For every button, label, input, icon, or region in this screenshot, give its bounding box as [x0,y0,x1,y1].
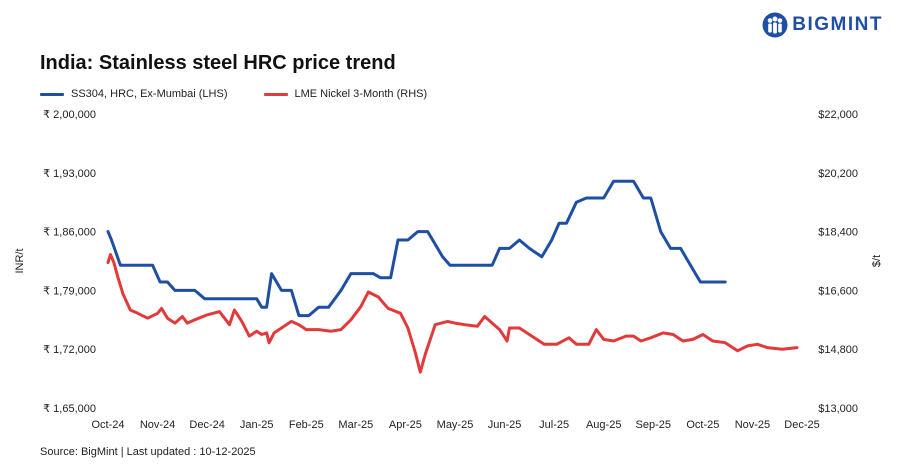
brand-logo: BIGMINT [762,12,883,38]
y-right-tick-label: $14,800 [818,344,858,356]
y-left-tick-label: ₹ 2,00,000 [43,109,96,121]
y-left-tick-label: ₹ 1,93,000 [43,168,96,180]
x-tick-label: May-25 [437,419,474,431]
chart-legend: SS304, HRC, Ex-Mumbai (LHS) LME Nickel 3… [40,88,427,100]
y-right-axis: $13,000 $14,800 $16,600 $18,400 $20,200 $22,0… [818,109,858,415]
x-tick-label: Jan-25 [240,419,274,431]
x-tick-label: Apr-25 [389,419,422,431]
y-right-tick-label: $16,600 [818,285,858,297]
y-right-tick-label: $20,200 [818,168,858,180]
legend-label-nickel: LME Nickel 3-Month (RHS) [294,88,428,100]
x-tick-label: Jul-25 [539,419,569,431]
legend-swatch-nickel [263,92,288,96]
x-tick-label: Oct-24 [91,419,124,431]
source-note: Source: BigMint | Last updated : 10-12-2… [40,446,256,458]
x-tick-label: Oct-25 [686,419,719,431]
y-left-tick-label: ₹ 1,65,000 [43,403,96,415]
people-logo-icon [762,12,788,38]
y-right-tick-label: $13,000 [818,403,858,415]
x-tick-label: Dec-25 [784,419,819,431]
y-left-tick-label: ₹ 1,86,000 [43,227,96,239]
x-tick-label: Feb-25 [289,419,324,431]
x-tick-label: Jun-25 [488,419,522,431]
chart-title: India: Stainless steel HRC price trend [40,52,396,74]
brand-name: BIGMINT [792,14,883,35]
legend-item-ss304: SS304, HRC, Ex-Mumbai (LHS) [40,88,228,100]
y-left-axis: ₹ 1,65,000 ₹ 1,72,000 ₹ 1,79,000 ₹ 1,86,000… [43,109,96,415]
y-right-tick-label: $18,400 [818,227,858,239]
x-tick-label: Sep-25 [636,419,671,431]
y-left-tick-label: ₹ 1,72,000 [43,344,96,356]
x-tick-label: Nov-25 [735,419,770,431]
x-tick-label: Nov-24 [140,419,175,431]
series-line-ss304 [106,179,727,318]
y-right-tick-label: $22,000 [818,109,858,121]
chart-series [106,179,799,374]
series-line-nickel [106,253,799,374]
y-left-axis-title: INR/t [14,248,26,273]
x-tick-label: Aug-25 [586,419,621,431]
legend-swatch-ss304 [40,92,64,96]
x-tick-label: Dec-24 [189,419,224,431]
x-tick-label: Mar-25 [338,419,373,431]
y-left-tick-label: ₹ 1,79,000 [43,285,96,297]
legend-label-ss304: SS304, HRC, Ex-Mumbai (LHS) [71,88,228,100]
y-right-axis-title: $/t [871,255,883,267]
legend-item-nickel: LME Nickel 3-Month (RHS) [263,88,428,100]
x-axis: Oct-24 Nov-24 Dec-24 Jan-25 Feb-25 Mar-25 Apr-… [91,419,819,431]
